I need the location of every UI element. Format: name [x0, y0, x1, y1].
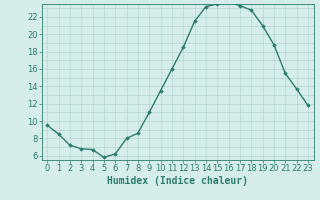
X-axis label: Humidex (Indice chaleur): Humidex (Indice chaleur) [107, 176, 248, 186]
